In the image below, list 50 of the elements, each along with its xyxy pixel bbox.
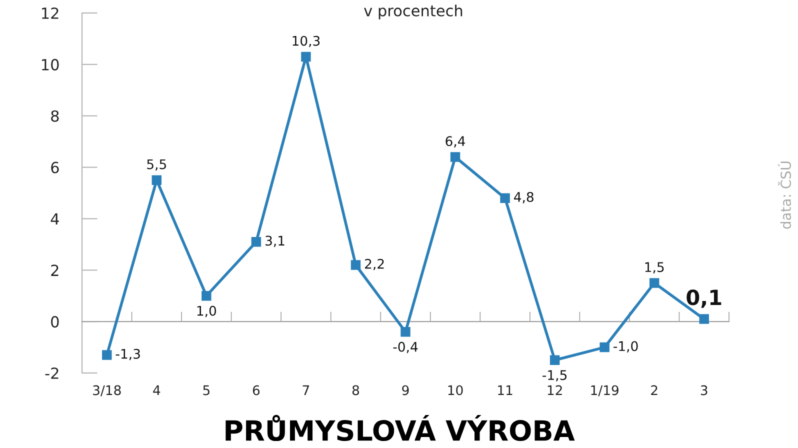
x-tick-label: 3: [700, 385, 708, 396]
y-tick-label: 6: [51, 162, 59, 174]
x-tick-label: 9: [402, 385, 409, 396]
point: [500, 193, 510, 204]
point: [251, 236, 262, 247]
x-tick-label: 6: [252, 385, 260, 396]
point: [400, 326, 410, 337]
x-tick-label: 8: [352, 385, 360, 396]
point: [202, 290, 212, 301]
point: [600, 342, 610, 352]
text: data: ČSÚ: [778, 162, 792, 229]
data-label: -1,3: [116, 348, 140, 360]
x-tick-label: 1/19: [591, 385, 618, 396]
data-label: 1,0: [197, 306, 216, 318]
point: [450, 152, 460, 162]
point: [301, 52, 311, 62]
chart-subtitle: v procentech: [364, 4, 462, 20]
data-label: 6,4: [446, 136, 466, 148]
data-label: 3,1: [266, 236, 284, 248]
point: [350, 260, 361, 270]
y-tick-label: 2: [51, 264, 58, 276]
y-tick-label: 0: [51, 316, 59, 328]
data-label: -0,4: [393, 342, 418, 354]
x-tick-label: 12: [548, 385, 562, 396]
x-tick-label: 2: [651, 385, 658, 396]
y-tick-label: 12: [42, 7, 58, 19]
text: PRŮMYSLOVÁ VÝROBA: [226, 414, 575, 442]
data-label: 0,1: [686, 289, 722, 308]
point: [649, 278, 660, 288]
data-label: -1,5: [542, 370, 567, 382]
data-label: 4,8: [514, 192, 534, 204]
x-tick-label: 10: [448, 385, 463, 396]
point: [550, 355, 560, 366]
point: [152, 175, 162, 186]
data-label: 2,2: [365, 258, 384, 270]
data-label: 1,5: [645, 262, 664, 274]
x-tick-label: 11: [498, 385, 512, 396]
x-tick-label: 3/18: [93, 385, 121, 396]
x-tick-label: 5: [203, 385, 210, 396]
x-tick-label: 4: [153, 385, 160, 396]
point: [102, 350, 112, 360]
data-label: 5,5: [147, 159, 166, 171]
y-tick-label: 10: [42, 58, 59, 70]
point: [699, 314, 709, 324]
y-tick-label: 4: [50, 213, 59, 225]
x-tick-label: 7: [302, 385, 310, 396]
y-tick-label: -2: [45, 367, 58, 379]
data-label: 10,3: [292, 36, 320, 48]
y-tick-label: 8: [51, 110, 59, 122]
data-label: -1,0: [614, 341, 638, 352]
